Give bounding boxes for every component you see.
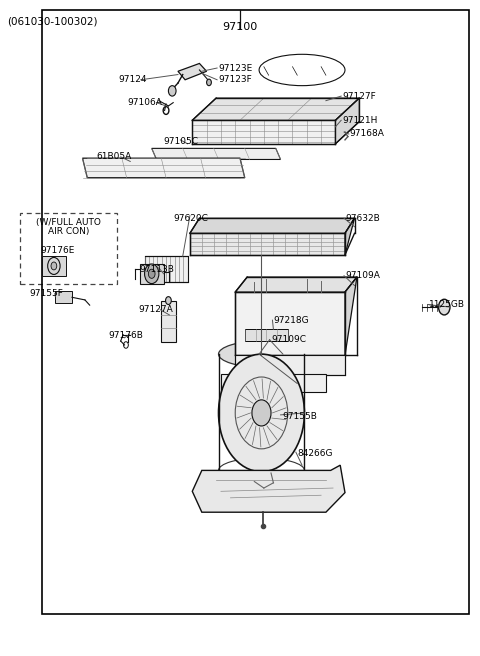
Polygon shape <box>152 148 281 159</box>
Polygon shape <box>161 300 176 342</box>
Circle shape <box>252 400 271 426</box>
Polygon shape <box>140 264 164 283</box>
Text: AIR CON): AIR CON) <box>48 228 89 236</box>
Polygon shape <box>144 256 188 282</box>
Text: 97121H: 97121H <box>343 115 378 125</box>
Text: (061030-100302): (061030-100302) <box>7 16 97 26</box>
Polygon shape <box>42 256 66 276</box>
Circle shape <box>148 269 155 278</box>
Text: 97127A: 97127A <box>138 305 173 314</box>
Text: 97176E: 97176E <box>40 247 75 255</box>
Text: 97176B: 97176B <box>109 331 144 340</box>
Polygon shape <box>178 64 206 80</box>
Text: 97124: 97124 <box>118 75 147 84</box>
Polygon shape <box>192 98 360 120</box>
Ellipse shape <box>218 341 304 367</box>
Bar <box>42 10 469 614</box>
Text: 97127F: 97127F <box>343 92 376 100</box>
Text: 84266G: 84266G <box>297 449 333 458</box>
Text: 97100: 97100 <box>222 22 258 32</box>
Circle shape <box>206 79 211 86</box>
Polygon shape <box>83 158 245 178</box>
Text: 97123E: 97123E <box>218 64 253 73</box>
Text: 97113B: 97113B <box>140 265 175 274</box>
Polygon shape <box>192 465 345 512</box>
Polygon shape <box>345 218 355 255</box>
Circle shape <box>144 264 159 283</box>
Text: 97168A: 97168A <box>350 129 384 138</box>
Ellipse shape <box>257 297 319 344</box>
Circle shape <box>218 354 304 472</box>
Circle shape <box>439 299 450 315</box>
Polygon shape <box>192 120 336 144</box>
Polygon shape <box>245 329 288 341</box>
Circle shape <box>166 297 171 304</box>
Text: 97218G: 97218G <box>274 316 309 325</box>
Text: 97109C: 97109C <box>271 335 306 344</box>
Polygon shape <box>55 291 72 303</box>
Text: 97105C: 97105C <box>164 136 199 146</box>
Polygon shape <box>235 277 357 292</box>
Polygon shape <box>345 277 357 356</box>
Text: 61B05A: 61B05A <box>97 152 132 161</box>
Polygon shape <box>190 218 355 234</box>
Text: 97155F: 97155F <box>29 289 63 298</box>
Polygon shape <box>221 374 326 392</box>
Text: 97632B: 97632B <box>345 214 380 223</box>
Text: 1125GB: 1125GB <box>429 300 465 309</box>
Text: 97155B: 97155B <box>282 412 317 420</box>
Text: 97620C: 97620C <box>173 214 208 223</box>
Text: 97106A: 97106A <box>128 98 163 107</box>
Polygon shape <box>190 234 345 255</box>
Polygon shape <box>235 356 345 375</box>
Text: 97109A: 97109A <box>345 271 380 280</box>
Text: 97123F: 97123F <box>218 75 252 84</box>
Polygon shape <box>235 292 345 356</box>
Text: (W/FULL AUTO: (W/FULL AUTO <box>36 218 101 227</box>
Circle shape <box>51 262 57 270</box>
Polygon shape <box>336 98 360 144</box>
Circle shape <box>168 86 176 96</box>
